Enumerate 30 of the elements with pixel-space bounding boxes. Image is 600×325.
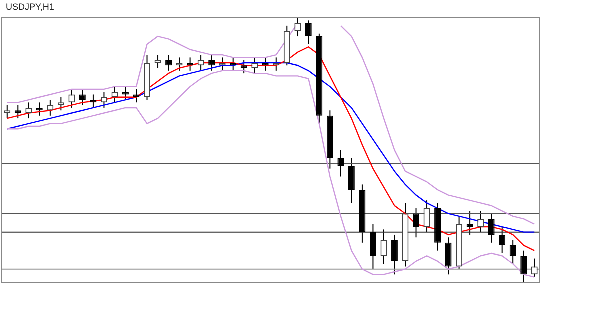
candlestick [14, 104, 22, 120]
candlestick [531, 258, 538, 278]
candlestick [510, 240, 516, 265]
candlestick [208, 54, 216, 72]
candlestick [240, 60, 248, 74]
candlestick [413, 208, 420, 238]
candlestick [445, 237, 452, 276]
candlestick [47, 100, 54, 116]
candlestick [79, 88, 86, 106]
candlestick [4, 104, 11, 120]
candlestick [112, 86, 118, 104]
candlestick [252, 57, 258, 74]
candlestick [26, 102, 32, 120]
chart-title: USDJPY,H1 [6, 2, 54, 12]
candlestick [348, 158, 355, 204]
candlestick [166, 54, 172, 72]
candlestick [488, 213, 495, 244]
candlestick [424, 200, 430, 233]
candlestick [198, 54, 204, 72]
candlestick [338, 150, 344, 178]
candlestick [370, 224, 376, 270]
candlestick [520, 250, 528, 284]
candlestick [58, 96, 64, 112]
candlestick [294, 18, 302, 38]
candlestick [100, 92, 108, 108]
candlestick [133, 88, 140, 104]
candlestick [305, 20, 312, 45]
candlestick [68, 88, 76, 108]
candlestick [478, 210, 484, 233]
candlestick [392, 234, 398, 276]
